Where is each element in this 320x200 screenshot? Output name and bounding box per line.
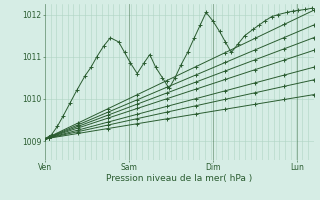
X-axis label: Pression niveau de la mer( hPa ): Pression niveau de la mer( hPa ) bbox=[106, 174, 252, 183]
